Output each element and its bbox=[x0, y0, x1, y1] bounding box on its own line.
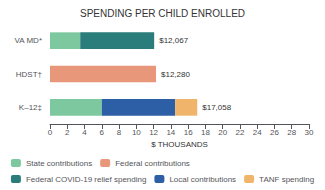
svg-text:4: 4 bbox=[82, 128, 87, 137]
svg-text:State contributions: State contributions bbox=[26, 159, 92, 168]
svg-text:Federal COVID-19 relief spendi: Federal COVID-19 relief spending bbox=[26, 175, 147, 184]
svg-text:24: 24 bbox=[253, 128, 262, 137]
svg-text:$12,280: $12,280 bbox=[161, 70, 190, 79]
svg-text:TANF spending: TANF spending bbox=[259, 175, 314, 184]
svg-text:6: 6 bbox=[100, 128, 105, 137]
svg-text:SPENDING PER CHILD ENROLLED: SPENDING PER CHILD ENROLLED bbox=[80, 8, 245, 19]
svg-text:2: 2 bbox=[65, 128, 70, 137]
svg-text:10: 10 bbox=[132, 128, 141, 137]
svg-text:14: 14 bbox=[166, 128, 175, 137]
svg-text:22: 22 bbox=[235, 128, 244, 137]
svg-text:28: 28 bbox=[287, 128, 296, 137]
svg-text:30: 30 bbox=[305, 128, 314, 137]
svg-text:18: 18 bbox=[201, 128, 210, 137]
svg-text:8: 8 bbox=[117, 128, 122, 137]
svg-text:26: 26 bbox=[270, 128, 279, 137]
svg-text:12: 12 bbox=[149, 128, 158, 137]
svg-text:0: 0 bbox=[48, 128, 53, 137]
svg-text:$12,067: $12,067 bbox=[159, 36, 188, 45]
svg-text:HDST†: HDST† bbox=[16, 70, 42, 79]
svg-text:Federal contributions: Federal contributions bbox=[115, 159, 190, 168]
svg-text:20: 20 bbox=[218, 128, 227, 137]
svg-text:$17,058: $17,058 bbox=[202, 103, 231, 112]
svg-text:Local contributions: Local contributions bbox=[169, 175, 236, 184]
svg-text:K–12‡: K–12‡ bbox=[19, 103, 42, 112]
svg-text:16: 16 bbox=[184, 128, 193, 137]
svg-text:$ THOUSANDS: $ THOUSANDS bbox=[151, 140, 208, 149]
svg-text:VA MD*: VA MD* bbox=[15, 36, 42, 45]
